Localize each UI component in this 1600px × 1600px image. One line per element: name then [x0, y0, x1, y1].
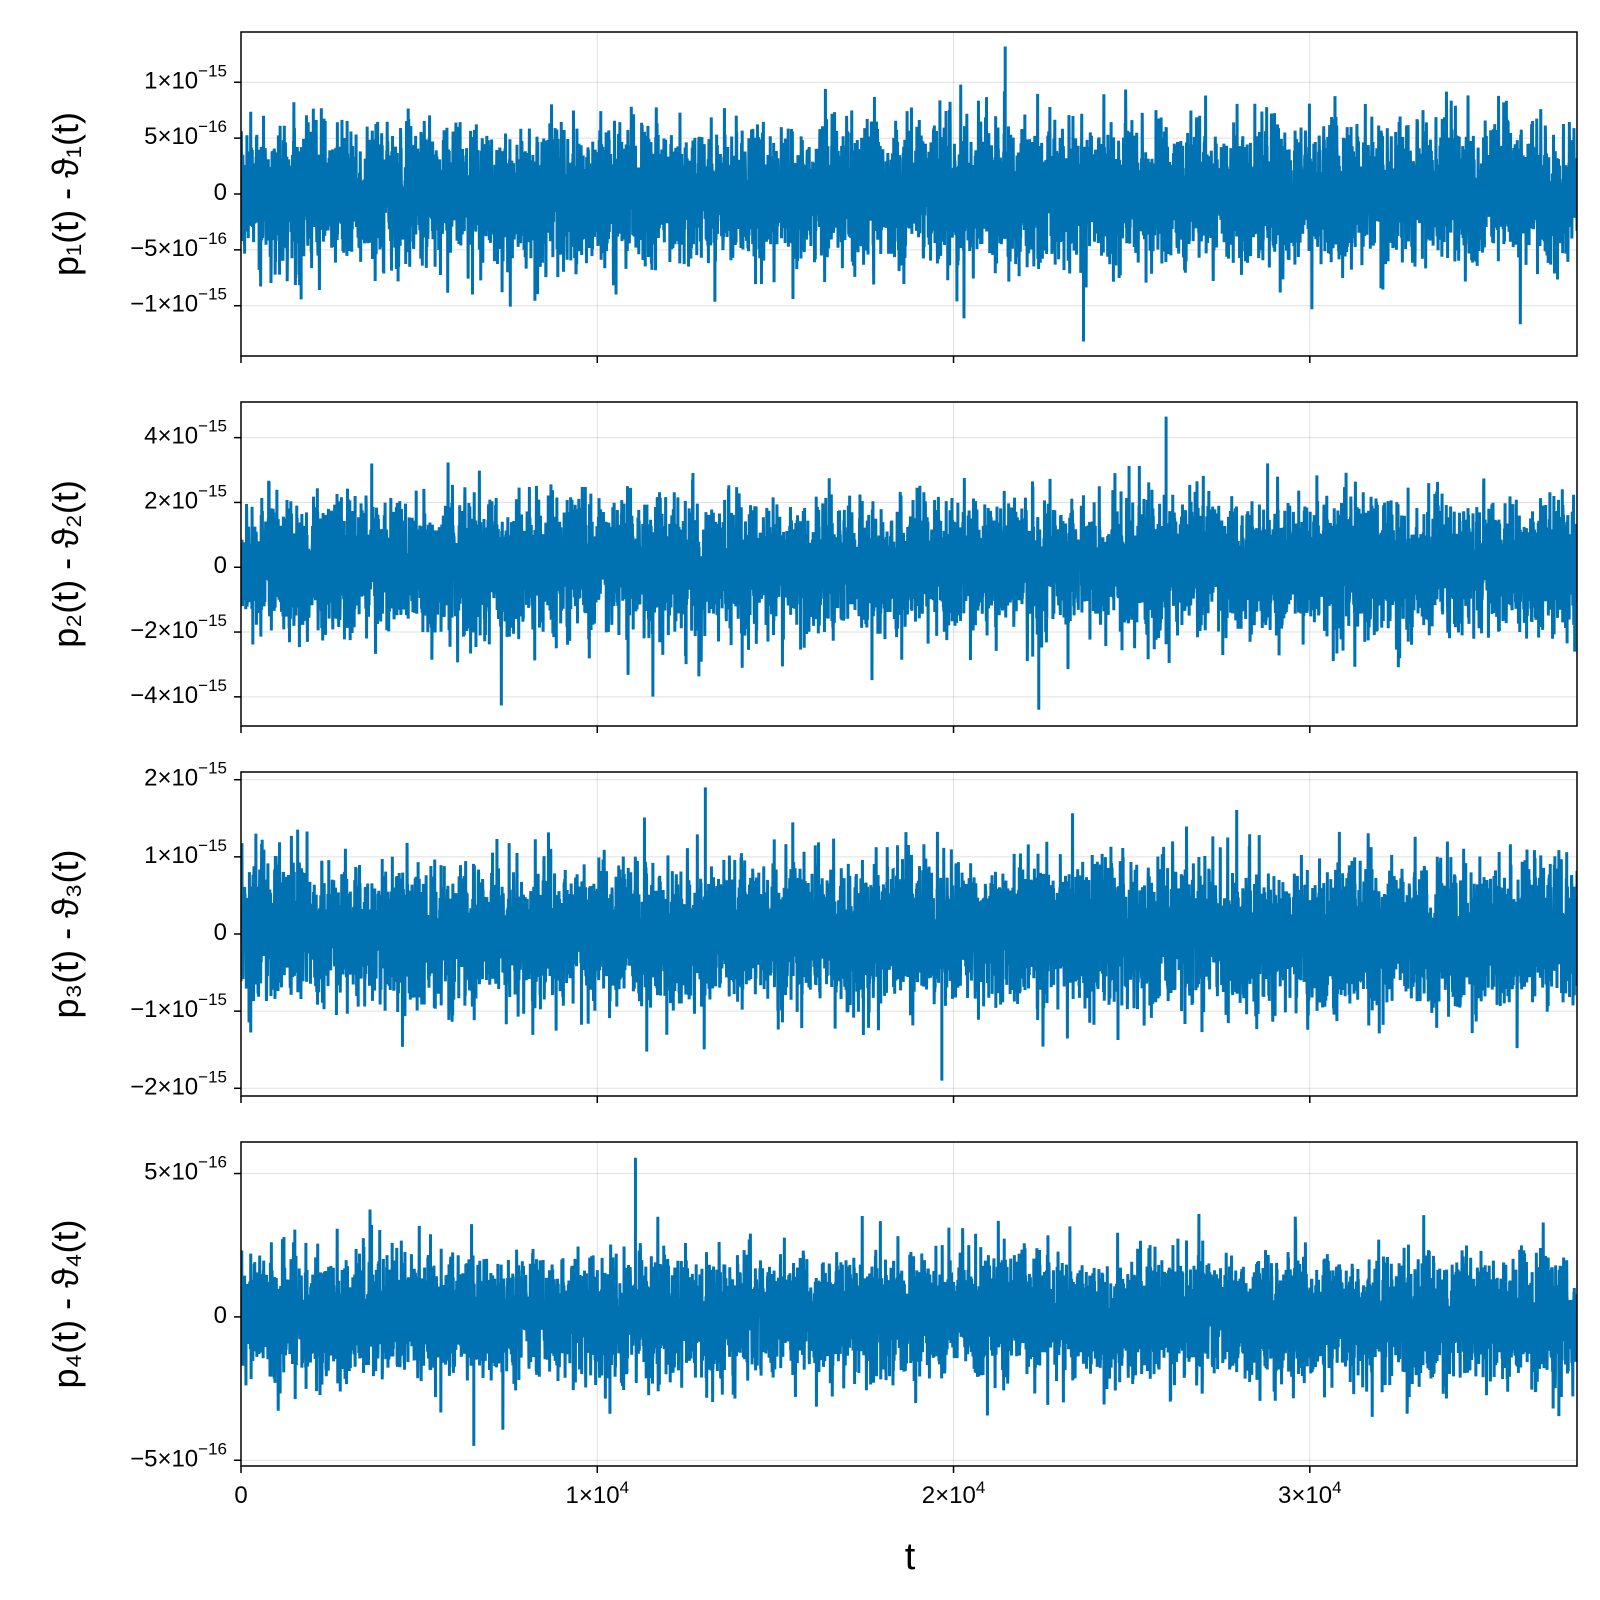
y-tick-label: −1×10−15	[130, 991, 227, 1024]
panel-1: 1×10−15 5×10−16 0 −5×10−16 −1×10−15 p₁(t) - ϑ…	[45, 31, 1578, 363]
y-tick-label: 4×10−15	[144, 417, 227, 450]
y-tick-label: 5×10−16	[144, 118, 227, 151]
series-line	[241, 46, 1577, 342]
series-line	[241, 787, 1577, 1081]
y-tick-label: 2×10−15	[144, 759, 227, 792]
series-line	[241, 1157, 1577, 1446]
y-axis-label: p₄(t) - ϑ₄(t)	[45, 1219, 86, 1388]
panel-2: 4×10−15 2×10−15 0 −2×10−15 −4×10−15 p₂(t) - ϑ…	[45, 401, 1578, 733]
x-tick-labels: 0 1×104 2×104 3×104	[234, 1478, 1341, 1509]
y-tick-label: −4×10−15	[130, 676, 227, 709]
x-tick-label: 2×104	[922, 1478, 986, 1509]
y-tick-label: −2×10−15	[130, 612, 227, 645]
y-tick-label: 1×10−15	[144, 62, 227, 95]
panel-4: 5×10−16 0 −5×10−16 p₄(t) - ϑ₄(t)	[45, 1141, 1578, 1473]
y-tick-label: 0	[214, 919, 227, 946]
x-axis-label: t	[905, 1536, 916, 1578]
y-axis-label: p₂(t) - ϑ₂(t)	[45, 480, 86, 648]
y-axis-label: p₁(t) - ϑ₁(t)	[45, 112, 86, 276]
x-tick-label: 3×104	[1278, 1478, 1342, 1509]
x-tick-label: 0	[234, 1482, 247, 1509]
plot-frame	[240, 1141, 1578, 1467]
y-tick-label: −2×10−15	[130, 1068, 227, 1101]
y-axis-label: p₃(t) - ϑ₃(t)	[45, 850, 86, 1019]
panel-3: 2×10−15 1×10−15 0 −1×10−15 −2×10−15 p₃(t) - ϑ…	[45, 759, 1578, 1103]
y-tick-label: 0	[214, 179, 227, 206]
x-axis: 0 1×104 2×104 3×104 t	[234, 1478, 1341, 1578]
plot-frame	[240, 401, 1578, 727]
y-tick-label: 5×10−16	[144, 1153, 227, 1186]
panels: 1×10−15 5×10−16 0 −5×10−16 −1×10−15 p₁(t) - ϑ…	[45, 31, 1578, 1473]
x-tick-label: 1×104	[566, 1478, 630, 1509]
y-tick-label: 1×10−15	[144, 836, 227, 869]
y-tick-label: 0	[214, 553, 227, 580]
y-tick-label: −1×10−15	[130, 285, 227, 318]
series-line	[241, 416, 1577, 710]
y-tick-label: 2×10−15	[144, 482, 227, 515]
y-tick-label: −5×10−16	[130, 229, 227, 262]
y-tick-label: −5×10−16	[130, 1440, 227, 1473]
y-tick-label: 0	[214, 1302, 227, 1329]
